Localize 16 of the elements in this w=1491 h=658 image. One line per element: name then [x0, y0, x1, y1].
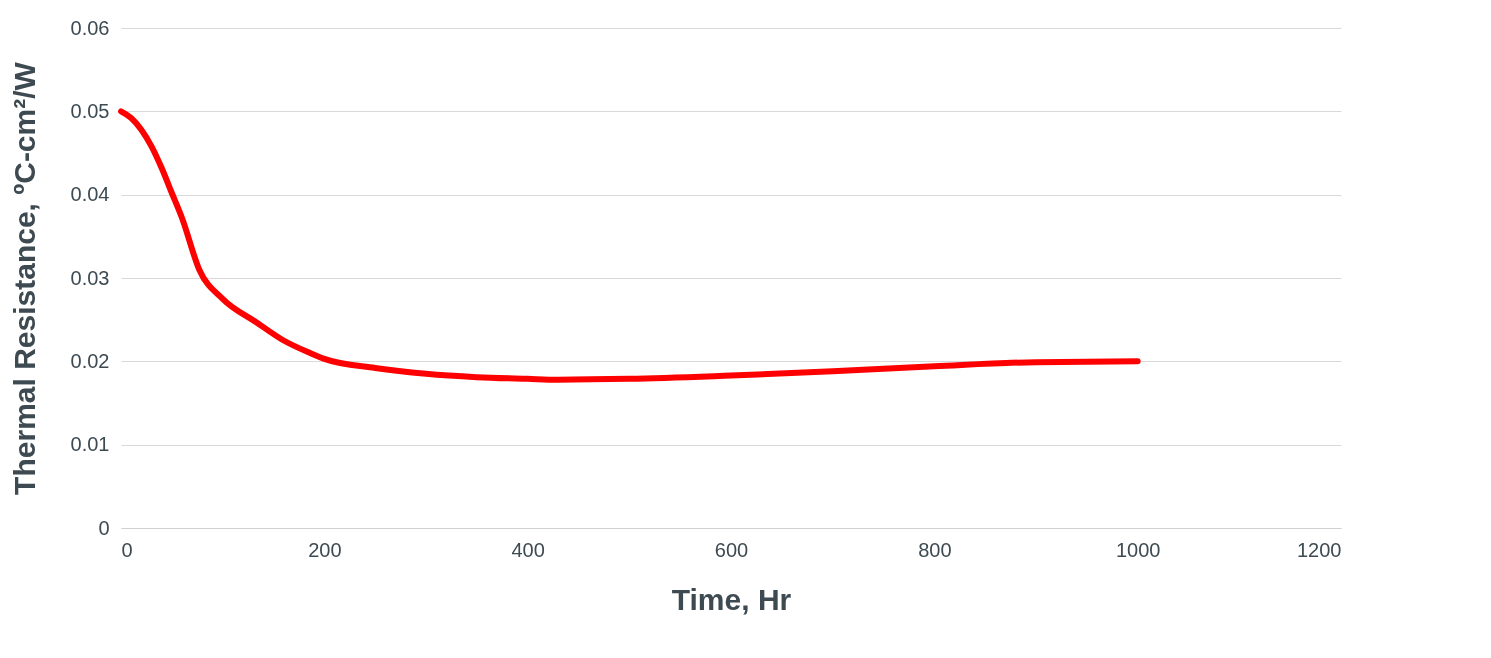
x-tick-label: 200 — [308, 538, 342, 561]
x-tick-label: 1200 — [1297, 538, 1342, 561]
x-tick-label: 400 — [511, 538, 545, 561]
x-tick-label: 600 — [714, 538, 749, 561]
y-tick-label: 0.03 — [70, 266, 110, 289]
y-axis-title: Thermal Resistance, ºC-cm²/W — [7, 61, 41, 495]
x-tick-label: 0 — [121, 538, 133, 561]
x-axis-title: Time, Hr — [671, 582, 792, 616]
x-tick-label: 1000 — [1115, 538, 1161, 561]
x-tick-label: 800 — [918, 538, 952, 561]
y-tick-label: 0 — [98, 516, 110, 539]
y-tick-label: 0.01 — [70, 433, 110, 456]
y-tick-label: 0.04 — [70, 183, 110, 206]
y-tick-label: 0.02 — [70, 349, 110, 372]
y-tick-label: 0.05 — [70, 99, 110, 122]
y-tick-label: 0.06 — [70, 16, 110, 39]
